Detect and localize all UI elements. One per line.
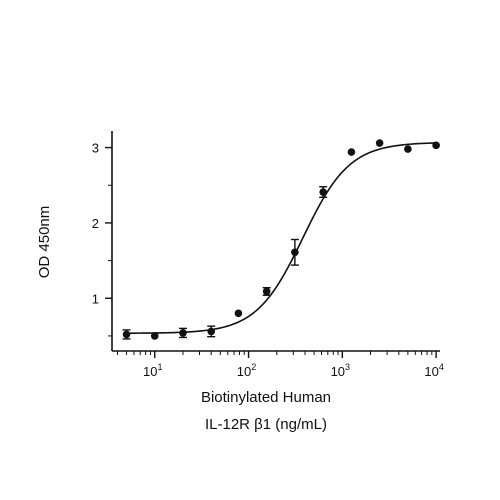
fit-curve — [126, 142, 437, 334]
x-tick-label: 102 — [237, 362, 256, 379]
data-point — [432, 141, 440, 150]
x-tick-label: 101 — [143, 362, 162, 379]
data-point — [319, 188, 327, 196]
y-axis-title: OD 450nm — [36, 206, 53, 279]
x-tick-label: 103 — [331, 362, 350, 379]
y-tick-label: 3 — [92, 141, 99, 156]
data-point — [347, 148, 356, 156]
data-point — [375, 139, 384, 147]
x-axis-title-line-1: Biotinylated Human — [201, 389, 331, 406]
data-point — [404, 145, 412, 153]
y-axis-ticks: 1 2 3 — [92, 141, 112, 337]
y-tick-label: 1 — [92, 291, 99, 306]
x-tick-label: 104 — [424, 362, 443, 379]
y-tick-label: 2 — [92, 216, 99, 231]
data-point — [234, 309, 243, 318]
axes — [111, 131, 440, 352]
x-axis-title-line-2: IL-12R β1 (ng/mL) — [205, 416, 327, 433]
fit-curve-layer — [126, 142, 437, 334]
data-point — [122, 330, 131, 339]
data-point — [179, 329, 187, 337]
data-points-layer — [122, 139, 440, 340]
data-point — [291, 248, 299, 257]
x-axis-ticks: 101 102 103 104 — [116, 351, 444, 379]
data-point — [207, 327, 216, 336]
data-point — [150, 332, 159, 340]
data-point — [262, 287, 271, 296]
